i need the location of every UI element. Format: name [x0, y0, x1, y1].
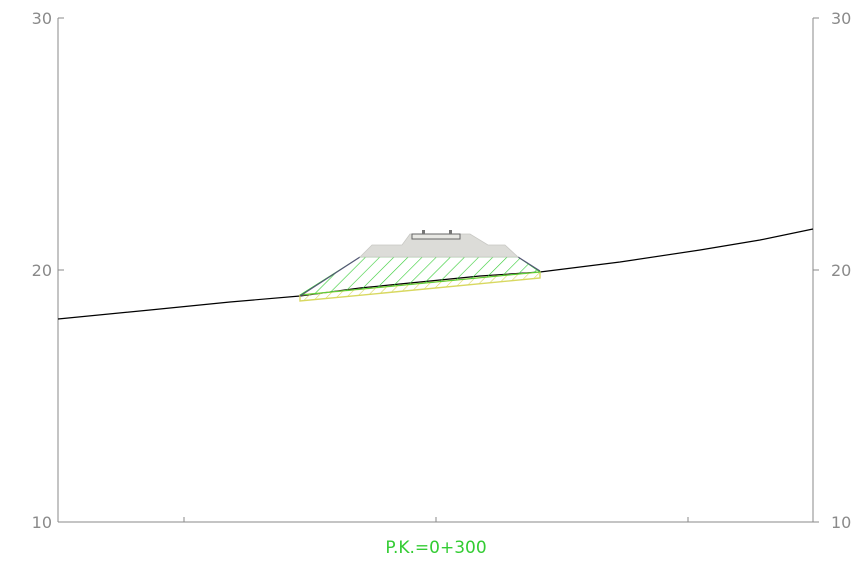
left-slope — [299, 256, 361, 297]
left-tick-label-10: 10 — [32, 513, 52, 532]
left-tick-label-20: 20 — [32, 261, 52, 280]
right-tick-label-10: 10 — [831, 513, 851, 532]
rail-right — [449, 230, 452, 234]
left-tick-label-30: 30 — [32, 9, 52, 28]
right-tick-label-20: 20 — [831, 261, 851, 280]
right-tick-label-30: 30 — [831, 9, 851, 28]
ballast-layer — [359, 233, 520, 258]
sleeper — [411, 233, 461, 240]
station-label: P.K.=0+300 — [385, 538, 486, 558]
axis-frame — [57, 17, 819, 523]
right-slope — [517, 256, 541, 272]
rail-left — [422, 230, 425, 234]
